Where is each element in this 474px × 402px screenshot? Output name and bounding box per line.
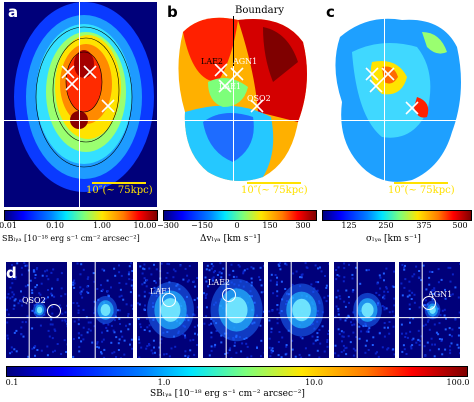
colorbar-a-label: SBₗᵧₐ [10⁻¹⁸ erg s⁻¹ cm⁻² arcsec⁻²]	[2, 234, 140, 243]
panel-c-dispersion	[335, 18, 461, 182]
colorbar-d-tick: 100.0	[446, 378, 470, 387]
panel-b-velocity	[163, 2, 316, 207]
colorbar-d-label: SBₗᵧₐ [10⁻¹⁸ erg s⁻¹ cm⁻² arcsec⁻²]	[150, 389, 305, 399]
colorbar-b-tick: 300	[295, 221, 311, 230]
colorbar-b-tick: −300	[157, 221, 179, 230]
panel-b-crosshair-vertical	[233, 2, 234, 207]
colorbar-c-tick: 125	[341, 221, 357, 230]
colorbar-b-label: Δvₗᵧₐ [km s⁻¹]	[200, 234, 261, 244]
colorbar-b-tick: −150	[191, 221, 213, 230]
colorbar-a-tick: 0.10	[46, 221, 64, 230]
colorbar-a	[4, 210, 158, 221]
panel-b-boundary-text: Boundary	[235, 5, 285, 16]
panel-c-scalebar: 10″(~ 75kpc)	[388, 182, 455, 196]
colorbar-a-tick: 10.00	[133, 221, 157, 230]
panel-a-scalebar: 10″(~ 75kpc)	[86, 182, 153, 196]
colorbar-b-tick: 150	[262, 221, 278, 230]
panel-d-channel-map	[399, 262, 460, 358]
colorbar-d-tick: 0.1	[5, 378, 19, 387]
colorbar-c-label: σₗᵧₐ [km s⁻¹]	[366, 234, 421, 244]
panel-d-circle-qso2	[47, 304, 61, 318]
panel-a-surface-brightness	[14, 2, 154, 192]
panel-d-circle-lae2	[222, 288, 236, 302]
panel-c-map: c 10″(~ 75kpc)	[322, 2, 470, 207]
panel-d-label-qso2: QSO2	[22, 296, 46, 305]
panel-a-crosshair-horizontal	[4, 120, 157, 121]
panel-a-map: a 10″(~ 75kpc)	[4, 2, 157, 207]
colorbar-a-tick: 0.01	[0, 221, 17, 230]
panel-b-compass-e: E	[177, 192, 184, 202]
panel-b-scalebar: 10″(~ 75kpc)	[241, 182, 308, 196]
panel-d-label-lae2: LAE2	[208, 278, 231, 287]
panel-b-label-qso2: QSO2	[247, 94, 271, 103]
panel-b-label-lae2: LAE2	[201, 57, 224, 66]
panel-b-map: b Boundary LAE2 AGN1 LAE1 QSO2 N E 10″(~…	[163, 2, 316, 207]
colorbar-c-tick: 375	[416, 221, 432, 230]
panel-d-circle-agn1	[422, 296, 436, 310]
panel-b-compass-n: N	[188, 164, 196, 174]
colorbar-b	[163, 210, 317, 221]
panel-b-label-agn1: AGN1	[233, 57, 258, 66]
panel-d-label-lae1: LAE1	[150, 287, 173, 296]
panel-d-label-agn1: AGN1	[428, 290, 453, 299]
panel-b-label-lae1: LAE1	[219, 82, 242, 91]
colorbar-c-tick: 250	[378, 221, 394, 230]
panel-d-channel-map	[71, 262, 133, 358]
colorbar-a-tick: 1.00	[93, 221, 111, 230]
panel-a-crosshair-vertical	[79, 2, 80, 207]
panel-d-channel-map	[333, 262, 395, 358]
colorbar-b-tick: 0	[234, 221, 240, 230]
panel-a-label: a	[8, 3, 19, 21]
colorbar-c-tick: 500	[452, 221, 468, 230]
panel-b-boundary-line	[233, 16, 234, 66]
colorbar-d-tick: 10.0	[305, 378, 323, 387]
colorbar-d-tick: 1.0	[157, 378, 171, 387]
panel-b-label: b	[167, 3, 178, 21]
panel-d-channel-map	[268, 262, 329, 358]
colorbar-c	[322, 210, 472, 221]
panel-d-channel-map	[137, 262, 198, 358]
panel-c-crosshair-vertical	[384, 2, 385, 207]
panel-c-crosshair-horizontal	[322, 120, 470, 121]
panel-d-label: d	[6, 264, 17, 282]
panel-d-circle-lae1	[162, 293, 176, 307]
panel-c-label: c	[326, 3, 335, 21]
panel-b-compass	[177, 166, 201, 191]
panel-d-channel-map	[202, 262, 264, 358]
panel-b-crosshair-horizontal	[163, 120, 316, 121]
colorbar-d	[6, 366, 468, 377]
